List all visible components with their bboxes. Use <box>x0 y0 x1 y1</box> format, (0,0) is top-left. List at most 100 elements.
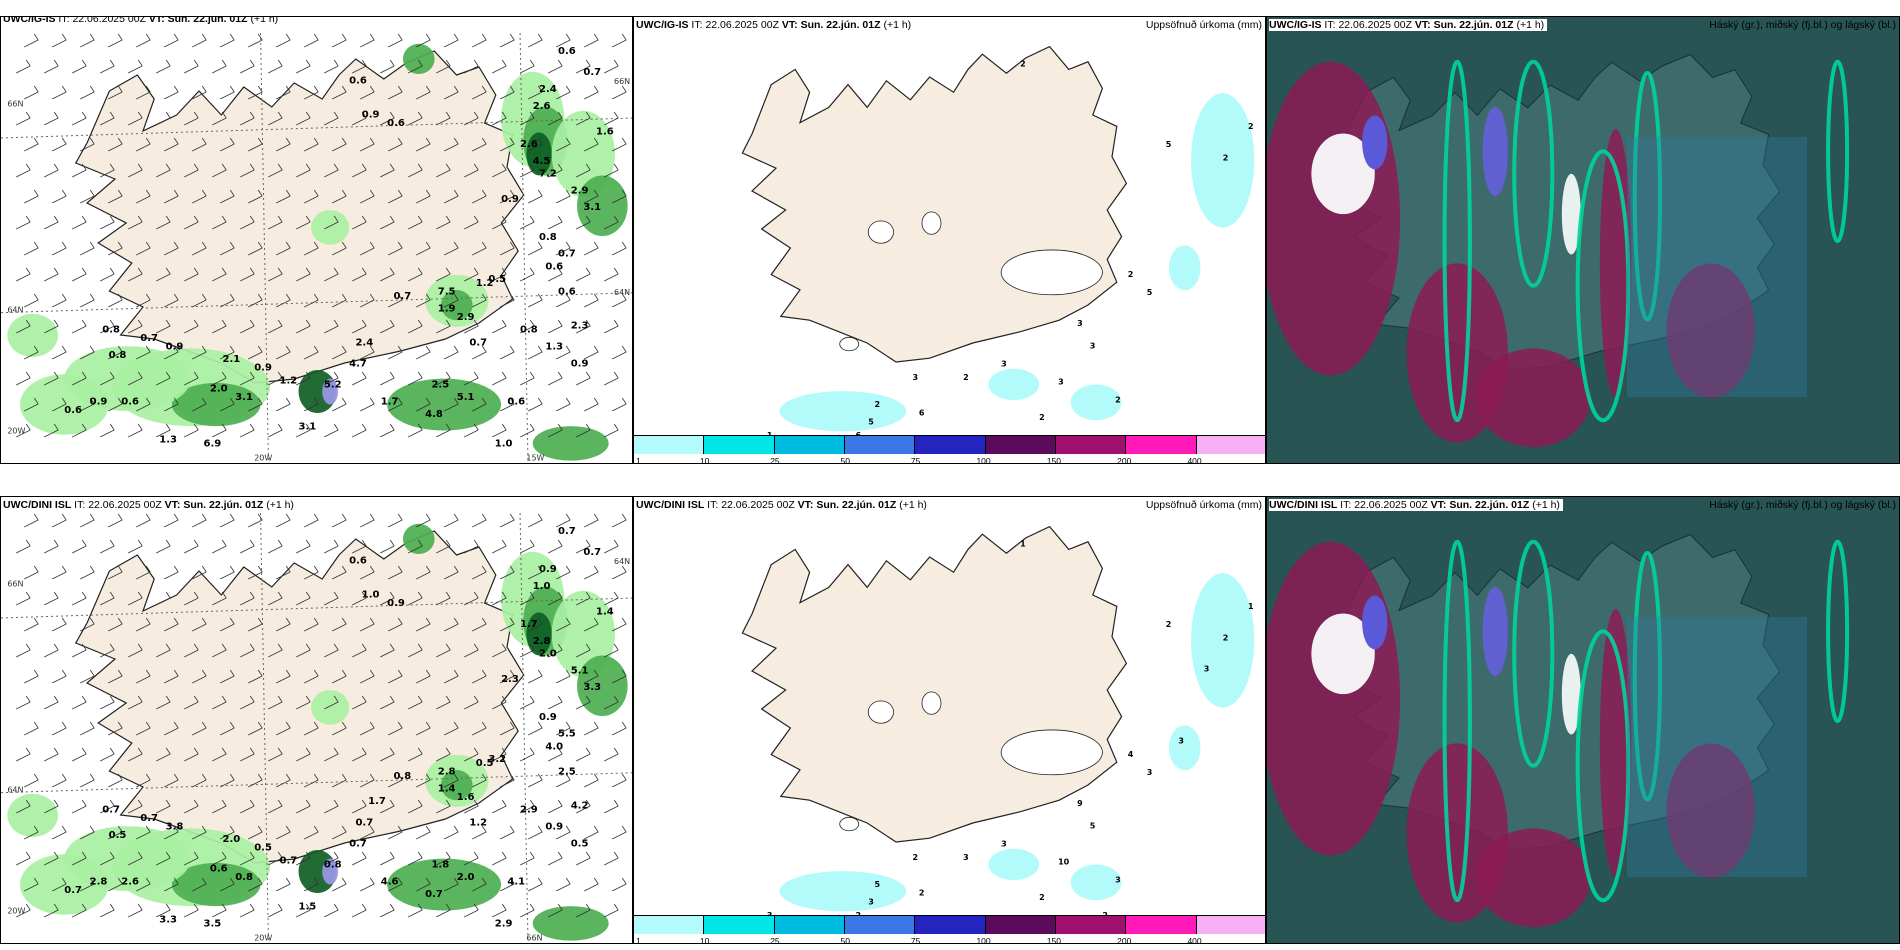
wind-barb <box>604 215 619 230</box>
wind-speed-label: 0.8 <box>539 232 557 243</box>
wind-barb <box>528 85 543 100</box>
wind-barb <box>80 877 95 892</box>
wind-barb <box>128 163 143 178</box>
wind-speed-label: 1.0 <box>533 581 551 592</box>
wind-barb <box>80 825 95 840</box>
wind-barb <box>192 773 207 788</box>
colorbar-tick-label: 150 <box>1046 936 1061 944</box>
precip-amount-label: 1 <box>1248 602 1254 611</box>
wind-barb <box>128 59 143 74</box>
wind-barb <box>184 799 199 814</box>
precip-amount-label: 3 <box>963 853 969 862</box>
wind-barb <box>332 617 347 632</box>
wind-barb <box>548 215 563 230</box>
precip-amount-label: 2 <box>1223 633 1229 642</box>
high-cloud <box>1311 133 1375 215</box>
wind-barb <box>108 825 123 840</box>
wind-barb <box>16 267 31 282</box>
wind-barb <box>184 539 199 554</box>
wind-barb <box>52 137 67 152</box>
wind-speed-label: 0.8 <box>235 872 253 883</box>
wind-barb <box>408 643 423 658</box>
wind-barb <box>332 877 347 892</box>
wind-barb <box>360 345 375 360</box>
colorbar-tick-label: 200 <box>1117 936 1132 944</box>
wind-barb <box>324 747 339 762</box>
wind-barb <box>528 669 543 684</box>
wind-barb <box>576 747 591 762</box>
precip-blob <box>171 862 261 907</box>
high-cloud <box>1311 613 1375 695</box>
wind-barb <box>500 617 515 632</box>
wind-barb <box>604 903 619 918</box>
wind-barb <box>240 163 255 178</box>
wind-barb <box>220 825 235 840</box>
wind-barb <box>212 267 227 282</box>
wind-barb <box>556 565 571 580</box>
wind-speed-label: 0.6 <box>349 556 367 567</box>
wind-barb <box>360 293 375 308</box>
wind-barb <box>108 189 123 204</box>
coordinate-label: 66N <box>614 77 630 86</box>
wind-barb <box>248 345 263 360</box>
wind-barb <box>24 345 39 360</box>
wind-speed-label: 1.6 <box>596 126 614 137</box>
wind-barb <box>380 643 395 658</box>
wind-barb <box>248 617 263 632</box>
wind-barb <box>360 617 375 632</box>
iceland-coastline <box>741 45 1128 363</box>
wind-barb <box>352 747 367 762</box>
wind-barb <box>436 799 451 814</box>
graticule-lon <box>260 32 269 463</box>
wind-barb <box>612 85 627 100</box>
wind-barb <box>472 669 487 684</box>
wind-barb <box>100 643 115 658</box>
wind-barb <box>612 513 627 528</box>
wind-barb <box>44 695 59 710</box>
wind-barb <box>548 163 563 178</box>
wind-barb <box>324 267 339 282</box>
wind-barb <box>164 397 179 412</box>
wind-barb <box>136 397 151 412</box>
wind-barb <box>500 137 515 152</box>
precip-amount-label: 3 <box>1058 377 1064 386</box>
low-cloud <box>1476 348 1591 448</box>
wind-barb <box>80 669 95 684</box>
wind-barb <box>44 267 59 282</box>
wind-barb <box>16 111 31 126</box>
wind-barb <box>520 851 535 866</box>
wind-panel-row2: UWC/DINI ISL IT: 22.06.2025 00Z VT: Sun.… <box>0 496 633 944</box>
wind-barb <box>80 565 95 580</box>
wind-barb <box>380 319 395 334</box>
wind-barb <box>520 371 535 386</box>
wind-barb <box>156 319 171 334</box>
glacier <box>839 816 860 832</box>
coordinate-label: 20W <box>254 934 272 943</box>
wind-speed-label: 3.1 <box>235 392 253 403</box>
wind-barb <box>72 163 87 178</box>
graticule-lon <box>260 512 269 943</box>
wind-barb <box>528 513 543 528</box>
wind-barb <box>492 695 507 710</box>
coordinate-label: 66N <box>7 100 23 109</box>
wind-barb <box>184 59 199 74</box>
wind-barb <box>184 903 199 918</box>
wind-barb <box>52 513 67 528</box>
wind-barb <box>584 513 599 528</box>
wind-barb <box>164 773 179 788</box>
wind-barb <box>380 539 395 554</box>
colorbar-segment <box>1196 436 1265 454</box>
wind-barb <box>492 799 507 814</box>
wind-speed-label: 4.7 <box>349 358 367 369</box>
wind-barb <box>548 111 563 126</box>
wind-barb <box>304 293 319 308</box>
wind-barb <box>304 773 319 788</box>
wind-barb <box>108 721 123 736</box>
wind-barb <box>556 721 571 736</box>
precip-amount-label: 3 <box>1204 665 1210 674</box>
wind-barb <box>268 215 283 230</box>
colorbar-segment: 400 <box>1126 916 1202 943</box>
wind-barb <box>108 877 123 892</box>
wind-barb <box>296 851 311 866</box>
wind-speed-label: 2.9 <box>571 185 589 196</box>
